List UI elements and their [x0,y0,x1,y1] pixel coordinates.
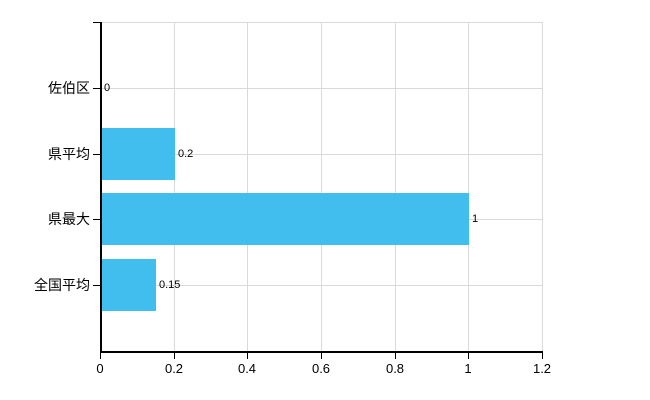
x-axis [100,351,543,353]
x-axis-tick [321,353,322,359]
category-label: 佐伯区 [48,80,90,96]
x-axis-tick [100,353,101,359]
h-gridline [100,88,542,89]
bar [101,128,175,180]
v-gridline [321,22,322,351]
v-gridline [394,22,396,351]
y-axis [100,22,102,353]
bar-value-label: 1 [472,213,479,225]
v-gridline [173,22,175,351]
v-gridline [542,22,543,351]
category-label: 県最大 [48,211,90,227]
bar [101,259,156,311]
x-tick-label: 1 [464,361,472,376]
x-axis-tick [247,353,248,359]
x-tick-label: 1.2 [532,361,552,376]
x-tick-label: 0.8 [385,361,405,376]
category-label: 県平均 [48,146,90,162]
bar-value-label: 0.2 [178,148,194,160]
bar [101,193,469,245]
x-tick-label: 0.6 [311,361,331,376]
v-gridline [468,22,470,351]
v-gridline [247,22,249,351]
bar-value-label: 0 [104,82,111,94]
x-axis-tick [174,353,175,359]
y-axis-tick [93,88,100,89]
bar-value-label: 0.15 [159,279,181,291]
y-axis-tick [93,22,100,23]
x-axis-tick [468,353,469,359]
y-axis-tick [93,219,100,220]
category-label: 全国平均 [34,277,90,293]
x-axis-tick [395,353,396,359]
x-tick-label: 0 [96,361,104,376]
h-gridline [100,285,542,286]
x-axis-tick [542,353,543,359]
y-axis-tick [93,154,100,155]
y-axis-tick [93,285,100,286]
x-tick-label: 0.4 [237,361,257,376]
x-tick-label: 0.2 [164,361,184,376]
h-gridline [100,154,542,155]
